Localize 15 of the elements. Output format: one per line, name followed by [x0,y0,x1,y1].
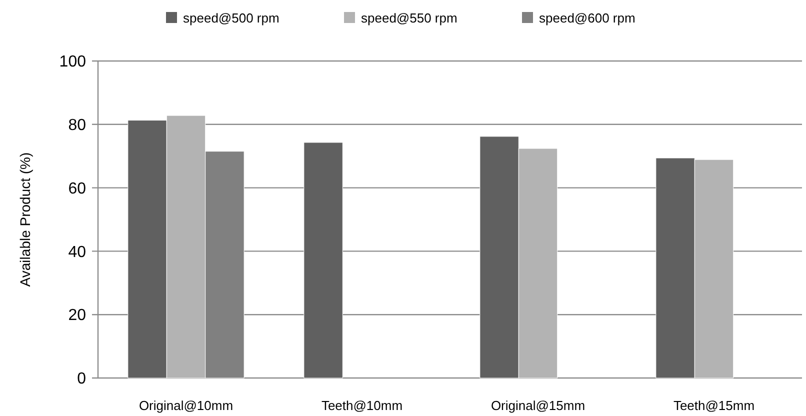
x-tick-label: Original@15mm [490,398,586,413]
y-axis-title: Available Product (%) [17,152,33,287]
bar [304,142,343,378]
legend-label: speed@600 rpm [539,10,636,26]
legend-label: speed@500 rpm [183,10,280,26]
y-tick-label: 60 [68,180,86,198]
y-tick-label: 0 [77,370,86,388]
y-tick-label: 80 [68,117,86,134]
legend-label: speed@550 rpm [361,10,458,26]
y-tick-label: 100 [59,54,86,71]
x-tick-label: Original@10mm [138,398,234,413]
y-tick-label: 40 [68,244,86,261]
y-tick-label: 20 [68,307,86,324]
x-tick-label: Teeth@15mm [673,398,755,413]
x-tick-label: Teeth@10mm [321,398,403,413]
